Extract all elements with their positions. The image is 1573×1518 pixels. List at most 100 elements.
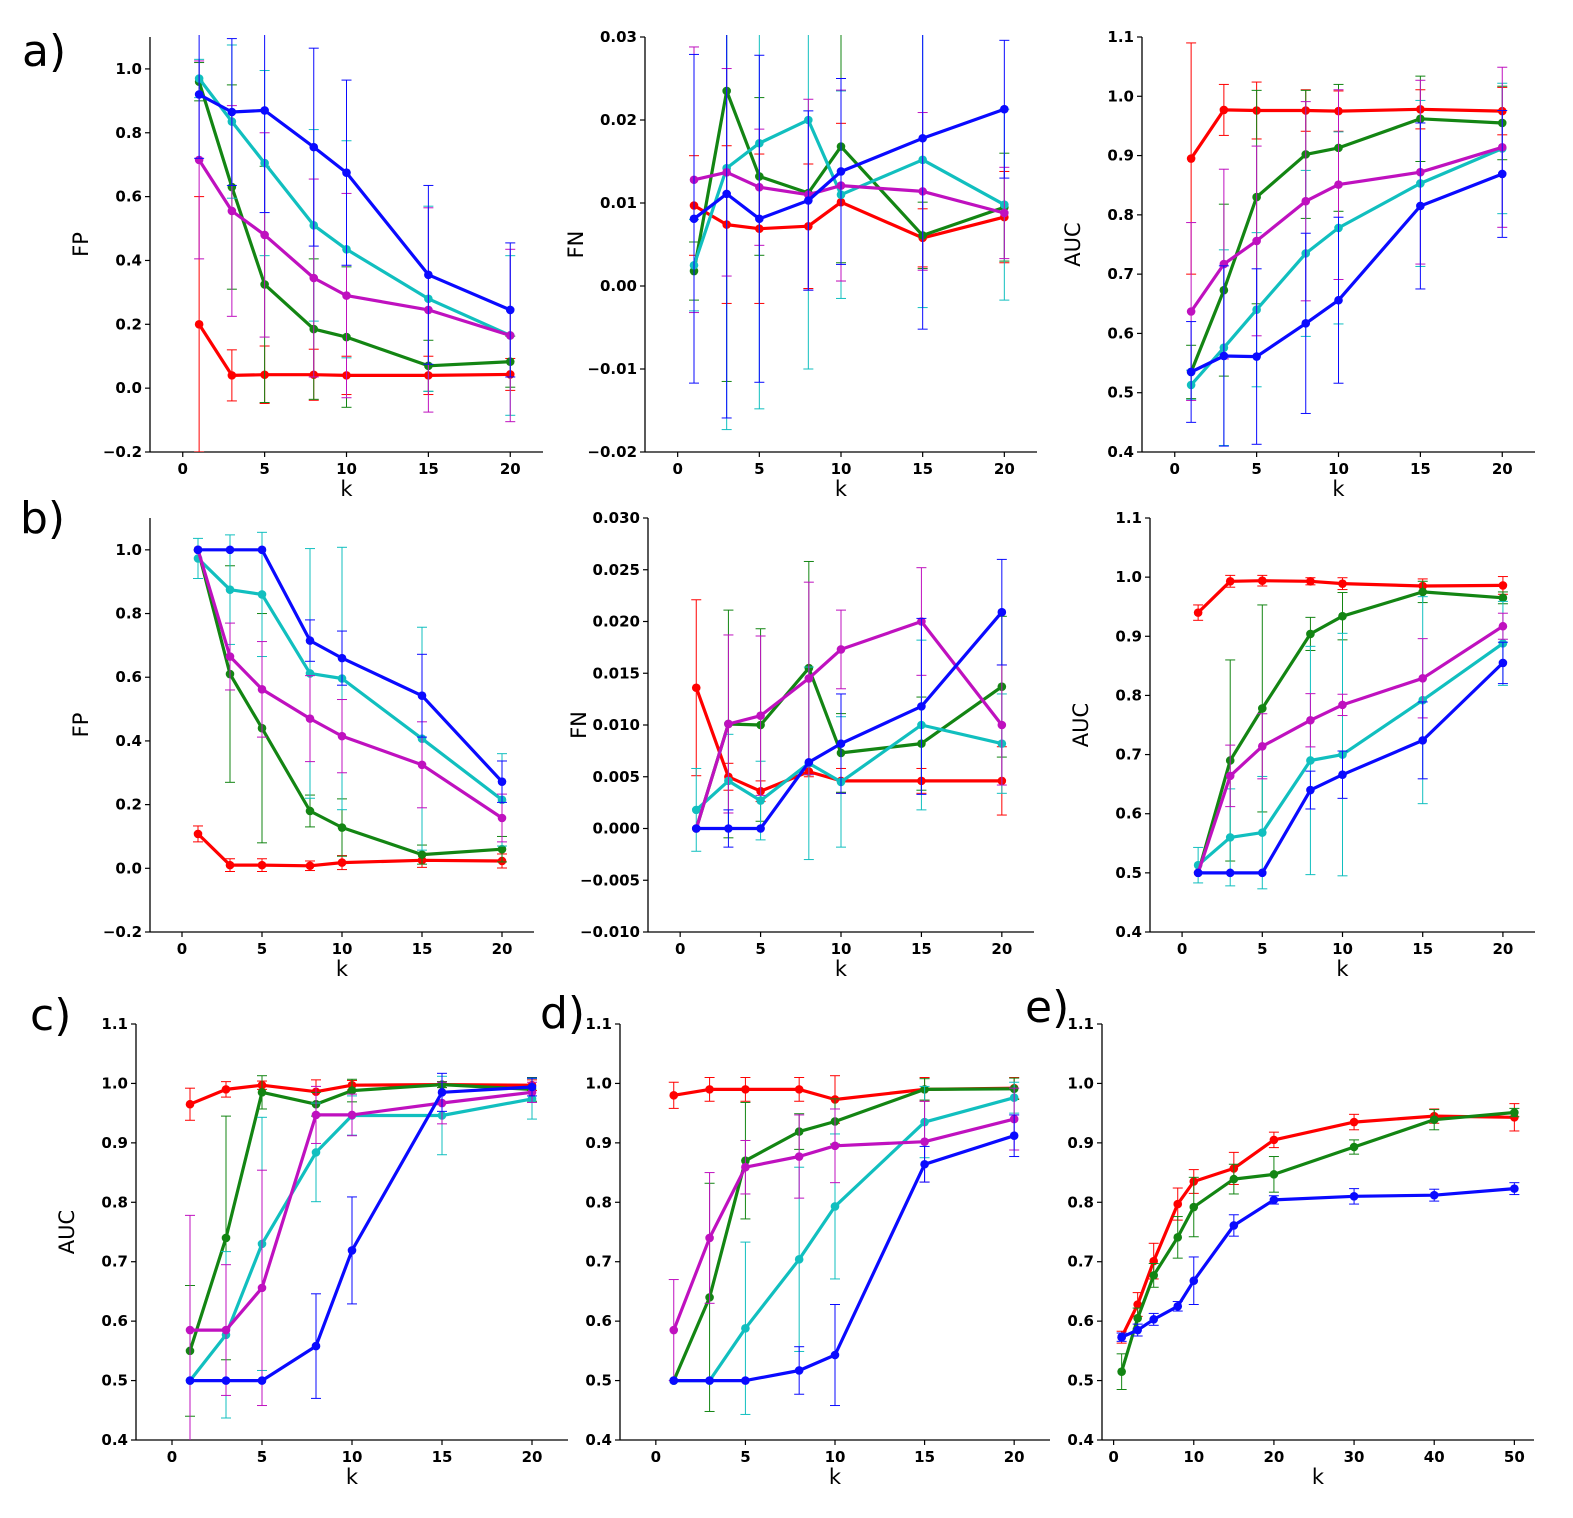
data-point bbox=[227, 371, 237, 380]
x-tick-label: 10 bbox=[1183, 1448, 1204, 1466]
data-point bbox=[227, 206, 237, 216]
data-point bbox=[347, 1110, 357, 1120]
y-tick-label: 1.1 bbox=[1107, 28, 1134, 46]
data-point bbox=[1306, 785, 1315, 795]
y-tick-label: 0.4 bbox=[101, 1431, 128, 1449]
data-point bbox=[1000, 208, 1009, 218]
data-point bbox=[804, 196, 813, 205]
data-point bbox=[221, 1233, 231, 1243]
y-tick-label: 0.02 bbox=[600, 111, 637, 129]
y-tick-label: 0.4 bbox=[1115, 923, 1142, 941]
y-tick-label: 0.03 bbox=[600, 28, 637, 46]
y-tick-label: 0.8 bbox=[115, 124, 142, 142]
x-axis-label: k bbox=[340, 477, 353, 501]
x-tick-label: 20 bbox=[1492, 460, 1513, 478]
data-point bbox=[741, 1323, 750, 1333]
data-point bbox=[1229, 1221, 1239, 1230]
series-cyan bbox=[185, 1075, 537, 1419]
data-point bbox=[1257, 741, 1267, 751]
x-tick-label: 50 bbox=[1504, 1448, 1525, 1466]
data-point bbox=[669, 1325, 679, 1335]
x-tick-label: 20 bbox=[1004, 1448, 1025, 1466]
series-line bbox=[196, 832, 503, 868]
data-point bbox=[1186, 154, 1196, 163]
data-point bbox=[1225, 771, 1235, 781]
y-axis-label: FN bbox=[567, 711, 591, 739]
data-point bbox=[1173, 1199, 1183, 1209]
plot-area bbox=[668, 1075, 1020, 1415]
plot-area bbox=[1193, 574, 1508, 890]
series-line bbox=[197, 159, 511, 338]
data-point bbox=[691, 805, 701, 815]
data-point bbox=[497, 844, 507, 854]
data-point bbox=[194, 320, 204, 329]
data-point bbox=[1498, 593, 1508, 603]
data-point bbox=[305, 861, 315, 871]
series-cyan bbox=[194, 44, 516, 416]
data-point bbox=[1189, 1202, 1199, 1212]
x-tick-label: 20 bbox=[991, 940, 1012, 958]
series-line bbox=[197, 323, 511, 377]
y-tick-label: 0.4 bbox=[1067, 1431, 1094, 1449]
data-point bbox=[1173, 1301, 1183, 1311]
series-line bbox=[1120, 1187, 1515, 1339]
data-point bbox=[1429, 1190, 1439, 1200]
y-tick-label: 0.5 bbox=[1107, 384, 1134, 402]
data-point bbox=[424, 270, 433, 280]
data-point bbox=[755, 214, 764, 224]
series-green bbox=[1193, 580, 1508, 878]
series-magenta bbox=[1186, 66, 1508, 401]
y-tick-label: 0.4 bbox=[1107, 443, 1134, 461]
data-point bbox=[1133, 1325, 1142, 1335]
series-blue bbox=[1193, 641, 1508, 878]
data-point bbox=[1149, 1271, 1158, 1280]
x-tick-label: 5 bbox=[1257, 940, 1267, 958]
series-line bbox=[693, 200, 1005, 240]
x-tick-label: 10 bbox=[831, 940, 852, 958]
data-point bbox=[794, 1255, 804, 1264]
series-blue bbox=[691, 558, 1007, 848]
data-point bbox=[1306, 629, 1315, 639]
y-tick-label: 1.0 bbox=[101, 1074, 128, 1092]
y-tick-label: 0.5 bbox=[101, 1372, 128, 1390]
data-point bbox=[724, 824, 733, 833]
data-point bbox=[741, 1085, 750, 1094]
y-axis-label: FN bbox=[564, 231, 588, 259]
data-point bbox=[830, 1141, 840, 1151]
row-label-b: b) bbox=[20, 493, 65, 544]
x-axis-label: k bbox=[835, 957, 848, 981]
x-tick-label: 0 bbox=[675, 940, 685, 958]
y-tick-label: 0.025 bbox=[593, 561, 640, 579]
x-tick-label: 5 bbox=[259, 460, 269, 478]
data-point bbox=[830, 1350, 840, 1360]
data-point bbox=[185, 1325, 195, 1335]
data-point bbox=[689, 214, 699, 224]
data-point bbox=[227, 107, 237, 117]
y-axis-label: FP bbox=[69, 713, 93, 738]
series-line bbox=[695, 723, 1003, 812]
series-green bbox=[185, 1075, 537, 1417]
data-point bbox=[1338, 611, 1347, 621]
data-point bbox=[309, 273, 319, 283]
series-green bbox=[1116, 1107, 1520, 1390]
y-tick-label: 0.6 bbox=[1107, 324, 1134, 342]
data-point bbox=[257, 590, 267, 599]
x-tick-label: 10 bbox=[1328, 460, 1349, 478]
y-tick-label: 0.000 bbox=[593, 820, 640, 838]
data-point bbox=[305, 806, 315, 816]
y-tick-label: 0.6 bbox=[585, 1312, 612, 1330]
data-point bbox=[225, 860, 235, 870]
data-point bbox=[1117, 1367, 1126, 1376]
data-point bbox=[1173, 1233, 1183, 1242]
data-point bbox=[221, 1325, 231, 1335]
data-point bbox=[756, 824, 765, 833]
data-point bbox=[257, 1088, 267, 1097]
series-magenta bbox=[194, 60, 516, 423]
series-blue bbox=[193, 545, 507, 803]
x-axis-label: k bbox=[1336, 957, 1349, 981]
data-point bbox=[347, 1246, 357, 1255]
data-point bbox=[1349, 1192, 1359, 1201]
x-tick-label: 20 bbox=[492, 940, 513, 958]
x-tick-label: 0 bbox=[651, 1448, 661, 1466]
plot-area bbox=[1116, 1103, 1520, 1390]
